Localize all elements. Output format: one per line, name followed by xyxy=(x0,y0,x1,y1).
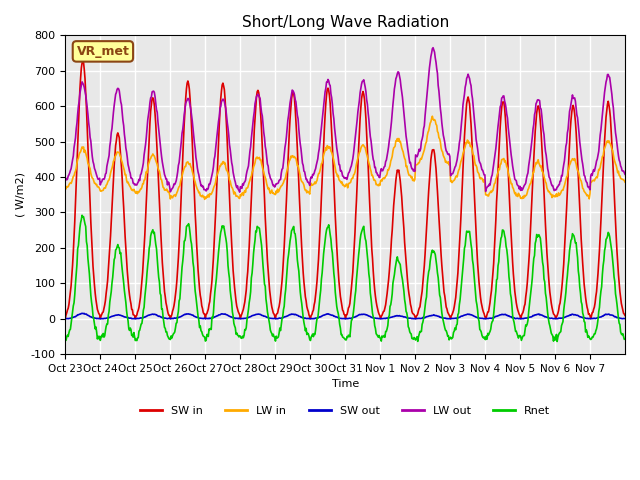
SW out xyxy=(404,315,412,321)
SW in xyxy=(621,312,629,318)
Rnet xyxy=(78,212,86,218)
SW in xyxy=(128,307,136,312)
LW in xyxy=(201,196,209,202)
SW out xyxy=(129,316,136,322)
LW out xyxy=(280,159,287,165)
Y-axis label: ( W/m2): ( W/m2) xyxy=(15,172,25,217)
LW out xyxy=(621,171,629,177)
Rnet xyxy=(231,323,239,329)
Rnet xyxy=(554,338,561,344)
SW out xyxy=(79,311,86,316)
LW in xyxy=(280,180,287,185)
LW out xyxy=(404,144,412,150)
Line: LW in: LW in xyxy=(65,116,625,199)
SW out xyxy=(280,314,288,320)
SW in xyxy=(280,256,287,262)
Line: LW out: LW out xyxy=(65,48,625,192)
LW out xyxy=(236,189,244,195)
LW out xyxy=(61,178,69,183)
Legend: SW in, LW in, SW out, LW out, Rnet: SW in, LW in, SW out, LW out, Rnet xyxy=(136,401,555,420)
SW in xyxy=(231,285,239,290)
LW in xyxy=(404,167,412,173)
LW out xyxy=(436,97,444,103)
LW in xyxy=(259,164,266,169)
SW out xyxy=(65,316,72,322)
Rnet xyxy=(404,314,412,320)
LW out xyxy=(230,173,237,179)
SW out xyxy=(436,314,444,320)
LW in xyxy=(429,113,436,119)
SW out xyxy=(259,313,267,319)
Line: SW in: SW in xyxy=(65,60,625,319)
LW in xyxy=(621,179,629,185)
X-axis label: Time: Time xyxy=(332,379,359,389)
SW in xyxy=(435,215,443,220)
SW in xyxy=(61,316,69,322)
Text: VR_met: VR_met xyxy=(76,45,129,58)
Rnet xyxy=(621,336,629,342)
Title: Short/Long Wave Radiation: Short/Long Wave Radiation xyxy=(241,15,449,30)
SW out xyxy=(621,316,629,322)
LW in xyxy=(61,184,69,190)
SW out xyxy=(61,316,69,322)
LW out xyxy=(429,45,437,50)
LW out xyxy=(259,113,266,119)
Rnet xyxy=(61,336,69,342)
Line: SW out: SW out xyxy=(65,313,625,319)
SW in xyxy=(404,277,412,283)
LW out xyxy=(127,175,135,181)
Rnet xyxy=(259,254,266,260)
LW in xyxy=(436,136,444,142)
Rnet xyxy=(435,283,443,289)
LW in xyxy=(231,189,239,195)
SW in xyxy=(79,58,86,63)
LW in xyxy=(127,185,135,191)
Rnet xyxy=(280,307,287,312)
SW out xyxy=(232,316,239,322)
Rnet xyxy=(128,333,136,338)
SW in xyxy=(259,145,266,151)
Line: Rnet: Rnet xyxy=(65,215,625,341)
